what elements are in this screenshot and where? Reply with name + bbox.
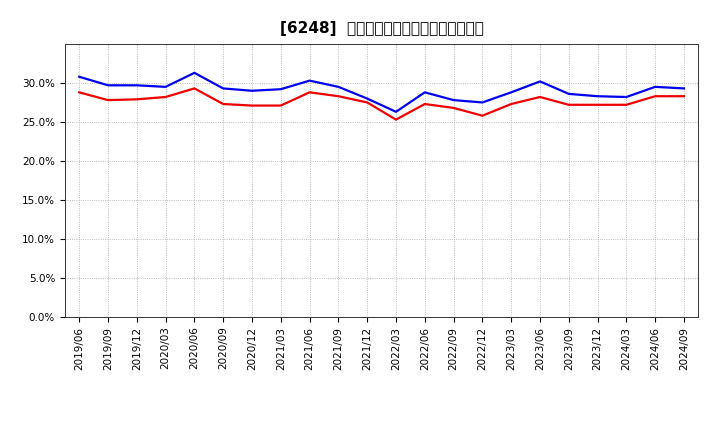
固定比率 [248,88,256,93]
固定比率 [276,87,285,92]
固定比率 [219,86,228,91]
固定比率 [132,83,141,88]
固定比率 [651,84,660,89]
固定長期適合率 [593,102,602,107]
固定長期適合率 [104,98,112,103]
固定長期適合率 [276,103,285,108]
固定比率 [507,90,516,95]
固定長期適合率 [622,102,631,107]
固定長期適合率 [219,101,228,106]
固定長期適合率 [248,103,256,108]
固定比率 [363,96,372,101]
固定比率 [449,98,458,103]
固定長期適合率 [536,94,544,99]
固定比率 [478,100,487,105]
固定比率 [680,86,688,91]
Line: 固定長期適合率: 固定長期適合率 [79,88,684,120]
Line: 固定比率: 固定比率 [79,73,684,112]
固定長期適合率 [132,97,141,102]
固定比率 [593,94,602,99]
固定長期適合率 [161,94,170,99]
固定比率 [420,90,429,95]
固定長期適合率 [651,94,660,99]
固定長期適合率 [478,113,487,118]
固定比率 [190,70,199,76]
固定長期適合率 [680,94,688,99]
固定比率 [161,84,170,89]
固定長期適合率 [305,90,314,95]
固定長期適合率 [334,94,343,99]
固定比率 [305,78,314,83]
固定比率 [392,109,400,114]
固定長期適合率 [507,101,516,106]
固定比率 [334,84,343,89]
固定比率 [622,94,631,99]
固定長期適合率 [392,117,400,122]
固定長期適合率 [363,100,372,105]
固定比率 [536,79,544,84]
固定比率 [564,91,573,96]
固定比率 [104,83,112,88]
固定長期適合率 [75,90,84,95]
固定長期適合率 [420,101,429,106]
固定比率 [75,74,84,79]
固定長期適合率 [449,105,458,110]
Title: [6248]  固定比率、固定長期適合率の推移: [6248] 固定比率、固定長期適合率の推移 [279,21,484,36]
固定長期適合率 [190,86,199,91]
固定長期適合率 [564,102,573,107]
